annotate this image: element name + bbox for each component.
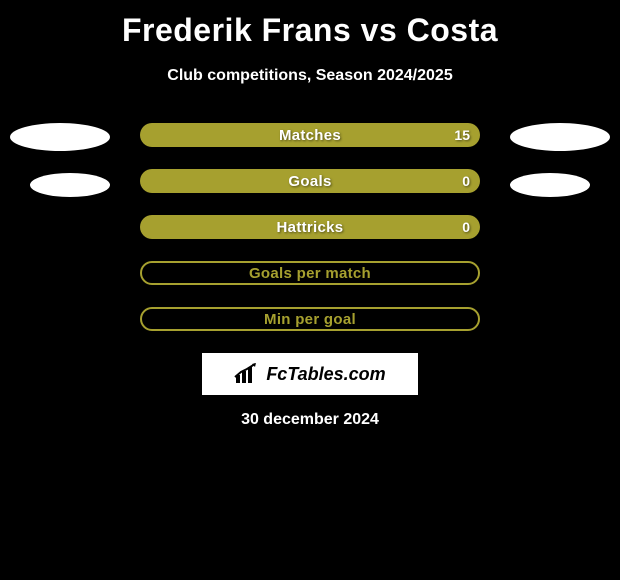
stat-label: Min per goal: [264, 311, 356, 328]
player-left-marker-2: [30, 173, 110, 197]
subtitle: Club competitions, Season 2024/2025: [0, 67, 620, 85]
comparison-chart: Matches 15 Goals 0 Hattricks 0 Goals per…: [0, 123, 620, 331]
stat-label: Matches: [279, 127, 341, 144]
stat-value-right: 0: [462, 219, 470, 235]
stat-label: Hattricks: [277, 219, 344, 236]
stat-value-right: 0: [462, 173, 470, 189]
stat-row-matches: Matches 15: [140, 123, 480, 147]
date-label: 30 december 2024: [0, 411, 620, 429]
page-title: Frederik Frans vs Costa: [0, 0, 620, 49]
stat-row-goals: Goals 0: [140, 169, 480, 193]
fctables-logo: FcTables.com: [202, 353, 418, 395]
player-right-marker-2: [510, 173, 590, 197]
stat-bars: Matches 15 Goals 0 Hattricks 0 Goals per…: [140, 123, 480, 331]
chart-icon: [234, 363, 260, 385]
stat-row-goals-per-match: Goals per match: [140, 261, 480, 285]
stat-row-hattricks: Hattricks 0: [140, 215, 480, 239]
stat-value-right: 15: [454, 127, 470, 143]
stat-row-min-per-goal: Min per goal: [140, 307, 480, 331]
player-right-marker-1: [510, 123, 610, 151]
logo-text: FcTables.com: [266, 364, 385, 385]
stat-label: Goals per match: [249, 265, 371, 282]
stat-label: Goals: [288, 173, 331, 190]
player-left-marker-1: [10, 123, 110, 151]
